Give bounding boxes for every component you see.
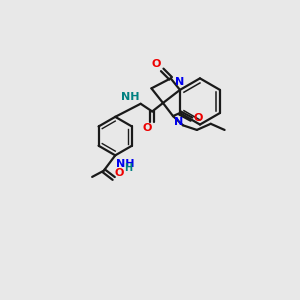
Text: H: H	[124, 163, 133, 173]
Text: N: N	[174, 117, 183, 127]
Text: O: O	[115, 168, 124, 178]
Text: O: O	[193, 113, 202, 123]
Text: NH: NH	[116, 159, 134, 169]
Text: O: O	[151, 59, 161, 69]
Text: NH: NH	[122, 92, 140, 102]
Text: O: O	[142, 123, 152, 133]
Text: N: N	[175, 77, 184, 87]
